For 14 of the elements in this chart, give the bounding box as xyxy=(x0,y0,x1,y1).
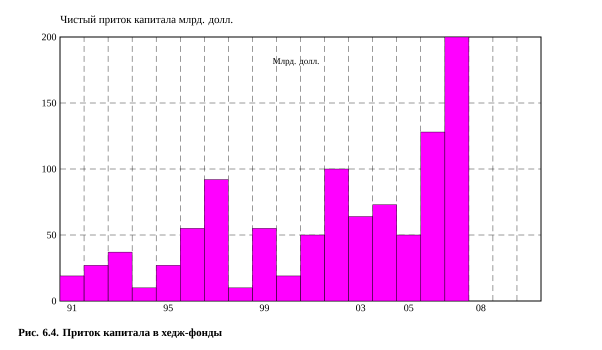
x-tick-label: 95 xyxy=(164,304,173,312)
y-tick-label: 100 xyxy=(42,166,56,172)
x-tick-label: 99 xyxy=(260,304,270,312)
y-tick-label: 0 xyxy=(52,298,56,304)
x-tick-label: 05 xyxy=(404,304,414,312)
text: Рис. 6.4. Приток капитала в хедж-фонды xyxy=(18,328,222,338)
annotation: Млрд. долл. xyxy=(272,58,319,66)
y-tick-label: 50 xyxy=(47,232,56,238)
x-tick-label: 91 xyxy=(67,304,76,312)
chart-title: Чистый приток капитала млрд. долл. xyxy=(60,16,232,26)
x-tick-label: 08 xyxy=(476,304,486,312)
x-tick-label: 03 xyxy=(356,304,366,312)
y-tick-label: 150 xyxy=(42,100,56,106)
y-tick-label: 200 xyxy=(42,34,56,40)
